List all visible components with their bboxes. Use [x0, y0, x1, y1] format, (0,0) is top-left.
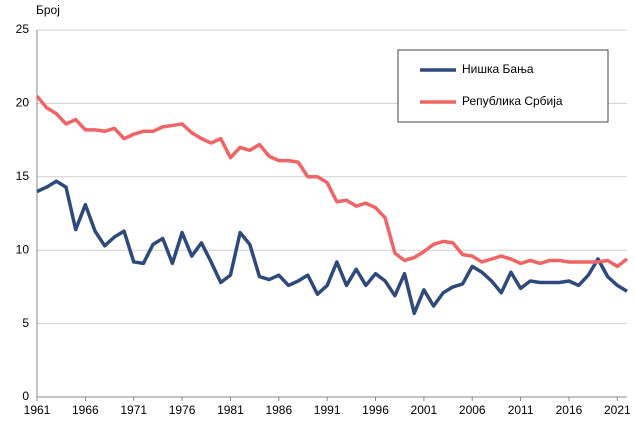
legend-label: Нишка Бања	[462, 62, 534, 76]
legend-box	[397, 49, 609, 123]
x-tick-label: 2006	[459, 403, 486, 417]
series-line	[35, 94, 629, 269]
y-tick-label: 20	[16, 96, 30, 110]
x-tick-label: 1981	[217, 403, 244, 417]
y-tick-label: 15	[16, 169, 30, 183]
x-tick-label: 1986	[265, 403, 292, 417]
series-line	[36, 179, 628, 316]
x-tick-label: 1966	[72, 403, 99, 417]
y-tick-label: 5	[22, 316, 29, 330]
y-tick-label: 10	[16, 242, 30, 256]
x-tick-label: 1971	[120, 403, 147, 417]
x-tick-label: 1961	[24, 403, 51, 417]
y-axis-label: Број	[36, 3, 60, 17]
x-tick-label: 2021	[604, 403, 631, 417]
x-tick-label: 2001	[411, 403, 438, 417]
x-tick-label: 1991	[314, 403, 341, 417]
x-tick-label: 2011	[508, 403, 534, 417]
y-tick-label: 25	[16, 22, 30, 36]
y-tick-label: 0	[22, 389, 29, 403]
x-tick-label: 1976	[169, 403, 196, 417]
x-tick-label: 1996	[362, 403, 389, 417]
legend-label: Република Србија	[462, 94, 563, 108]
x-tick-label: 2016	[556, 403, 583, 417]
